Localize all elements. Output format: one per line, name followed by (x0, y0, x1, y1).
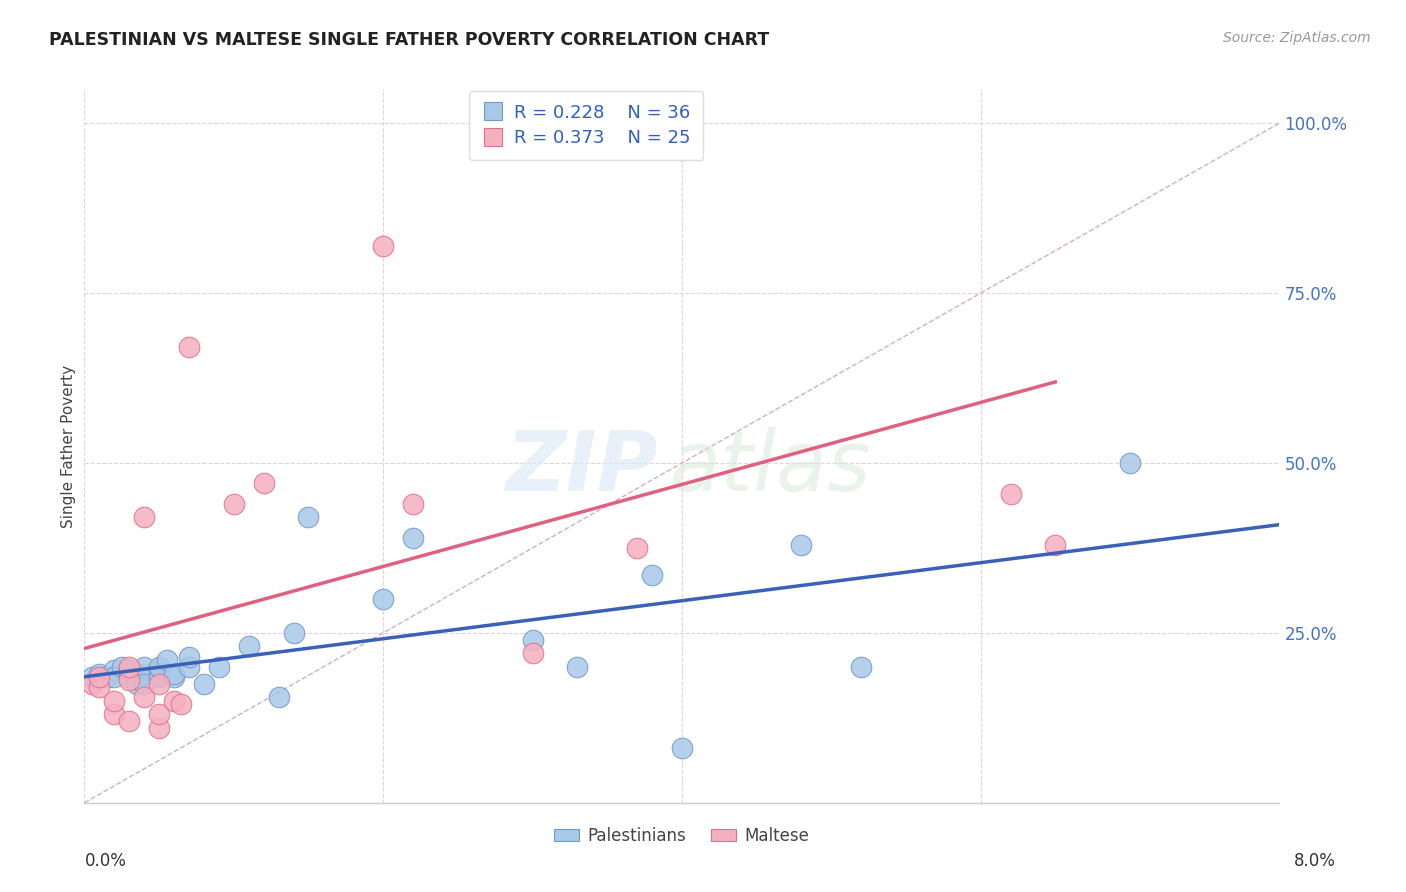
Point (177, 660, 200, 674)
Point (163, 666, 186, 681)
Point (402, 497, 425, 511)
Point (851, 660, 873, 674)
Point (89, 680, 111, 694)
Point (1045, 537, 1067, 551)
Point (96, 670, 118, 684)
Point (118, 670, 141, 684)
Point (373, 591, 395, 606)
Point (1119, 456, 1142, 470)
Point (132, 690, 156, 705)
Point (193, 677, 215, 691)
Point (402, 531, 425, 545)
Point (155, 653, 177, 667)
Point (297, 510, 319, 524)
Point (267, 690, 290, 705)
Point (1000, 486, 1022, 500)
Text: 0.0%: 0.0% (84, 852, 127, 870)
Point (163, 670, 186, 684)
Point (118, 660, 141, 674)
Point (671, 144, 693, 158)
Point (132, 677, 156, 691)
Point (522, 632, 544, 647)
Point (238, 640, 260, 654)
Point (163, 694, 186, 708)
Point (103, 707, 125, 722)
Point (253, 476, 276, 491)
Point (118, 663, 141, 677)
Point (132, 666, 156, 681)
Text: PALESTINIAN VS MALTESE SINGLE FATHER POVERTY CORRELATION CHART: PALESTINIAN VS MALTESE SINGLE FATHER POV… (49, 31, 769, 49)
Point (626, 541, 648, 555)
Text: 8.0%: 8.0% (1294, 852, 1336, 870)
Legend: Palestinians, Maltese: Palestinians, Maltese (547, 821, 817, 852)
Y-axis label: Single Father Poverty: Single Father Poverty (60, 365, 76, 527)
Point (208, 660, 231, 674)
Point (118, 673, 141, 688)
Point (177, 649, 200, 664)
Point (222, 497, 245, 511)
Point (567, 660, 589, 674)
Point (80, 677, 103, 691)
Point (148, 721, 170, 735)
Point (148, 663, 170, 677)
Text: ZIP: ZIP (505, 427, 658, 508)
Point (177, 341, 200, 355)
Point (283, 626, 305, 640)
Point (80, 670, 103, 684)
Point (671, 741, 693, 756)
Point (132, 660, 156, 674)
Point (148, 660, 170, 674)
Point (522, 646, 544, 660)
Point (148, 670, 170, 684)
Point (118, 666, 141, 681)
Point (111, 660, 134, 674)
Point (641, 568, 664, 582)
Point (170, 698, 193, 712)
Point (89, 666, 111, 681)
Point (148, 707, 170, 722)
Point (148, 677, 170, 691)
Point (103, 694, 125, 708)
Text: Source: ZipAtlas.com: Source: ZipAtlas.com (1223, 31, 1371, 45)
Point (89, 670, 111, 684)
Point (373, 238, 395, 252)
Point (118, 714, 141, 729)
Point (132, 510, 156, 524)
Point (103, 670, 125, 684)
Point (103, 663, 125, 677)
Text: atlas: atlas (671, 427, 872, 508)
Point (125, 677, 148, 691)
Point (790, 537, 813, 551)
